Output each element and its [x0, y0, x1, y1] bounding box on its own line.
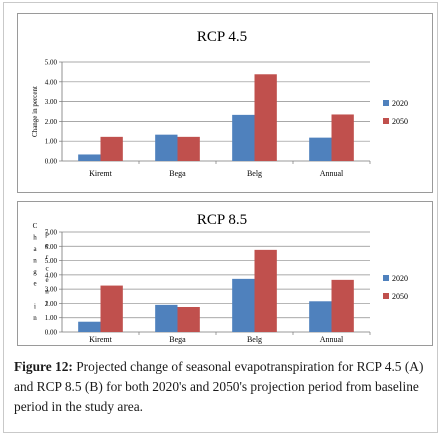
figure-caption: Figure 12: Projected change of seasonal …	[14, 357, 432, 417]
chart-title: RCP 4.5	[197, 29, 247, 45]
legend-label-2050: 2050	[392, 117, 408, 126]
chart-panel-rcp85: RCP 8.5 0.00 1.00 2.00 3.00 4.00 5.00 6.00 7.00 K…	[17, 201, 433, 346]
y-axis-label-letter: a	[33, 245, 37, 253]
y-tick-label: 4.00	[45, 78, 58, 86]
x-tick-label: Belg	[247, 169, 262, 178]
y-axis-label-letter: t	[46, 299, 48, 307]
y-tick-label: 3.00	[45, 98, 58, 106]
y-axis-label-letter: p	[45, 230, 49, 238]
bar-2020-belg	[232, 278, 255, 332]
chart-panel-rcp45: RCP 4.5 0.00 1.00 2.00 3.00 4.00 5.00 Kiremt Beg…	[17, 13, 433, 193]
y-axis-label-letter: g	[33, 268, 37, 276]
y-axis-label-letter: C	[33, 222, 38, 230]
legend-swatch-2050	[383, 118, 389, 124]
y-tick-label: 4.00	[45, 271, 58, 279]
y-tick-label: 5.00	[45, 59, 58, 67]
chart-rcp45: RCP 4.5 0.00 1.00 2.00 3.00 4.00 5.00 Kiremt Beg…	[31, 29, 408, 178]
y-tick-label: 0.00	[45, 158, 58, 166]
y-tick-label: 0.00	[45, 329, 58, 337]
bar-2050-bega	[177, 136, 200, 161]
bar-2050-belg	[254, 249, 277, 332]
y-tick-label: 1.00	[45, 314, 58, 322]
legend-label-2020: 2020	[392, 99, 408, 108]
y-axis-label-letter: h	[33, 234, 37, 242]
bar-2050-annual	[331, 279, 354, 332]
legend-label-2020: 2020	[392, 274, 408, 283]
x-tick-label: Belg	[247, 335, 262, 344]
legend-label-2050: 2050	[392, 292, 408, 301]
y-axis-label-letter: e	[33, 280, 36, 288]
caption-label: Figure 12:	[14, 359, 73, 374]
y-axis-label-letter: n	[33, 314, 37, 322]
y-tick-label: 5.00	[45, 257, 58, 265]
y-axis-label-letter: e	[45, 242, 48, 250]
chart-title: RCP 8.5	[197, 212, 247, 228]
bar-2050-kiremt	[100, 136, 123, 161]
y-axis-label-letter: n	[33, 257, 37, 265]
chart-rcp85: RCP 8.5 0.00 1.00 2.00 3.00 4.00 5.00 6.00 7.00 K…	[33, 212, 408, 344]
legend-swatch-2020	[383, 275, 389, 281]
y-axis-label-letter: n	[45, 288, 49, 296]
y-tick-label: 2.00	[45, 300, 58, 308]
legend-swatch-2020	[383, 100, 389, 106]
bar-2020-kiremt	[78, 321, 101, 332]
y-tick-label: 2.00	[45, 118, 58, 126]
y-tick-label: 7.00	[45, 229, 58, 237]
x-tick-label: Annual	[320, 335, 344, 344]
bar-2050-bega	[177, 307, 200, 332]
bar-2020-bega	[155, 134, 178, 161]
y-axis-label-letter: e	[45, 276, 48, 284]
y-axis-label-letter: c	[45, 265, 48, 273]
x-tick-label: Kiremt	[89, 335, 112, 344]
bar-2050-kiremt	[100, 285, 123, 332]
y-tick-label: 6.00	[45, 243, 58, 251]
figure-frame: RCP 4.5 0.00 1.00 2.00 3.00 4.00 5.00 Kiremt Beg…	[3, 2, 438, 433]
legend-swatch-2050	[383, 293, 389, 299]
bar-2020-bega	[155, 304, 178, 332]
caption-text: Projected change of seasonal evapotransp…	[14, 359, 424, 414]
y-axis-label-letter: r	[46, 253, 49, 261]
y-axis-label-letter: i	[34, 303, 36, 311]
x-tick-label: Kiremt	[89, 169, 112, 178]
y-tick-label: 1.00	[45, 138, 58, 146]
x-tick-label: Annual	[320, 169, 344, 178]
x-tick-label: Bega	[169, 169, 186, 178]
y-axis-label: Change in percent	[31, 86, 39, 137]
bar-2050-annual	[331, 114, 354, 161]
y-tick-label: 3.00	[45, 286, 58, 294]
x-tick-label: Bega	[169, 335, 186, 344]
bar-2020-kiremt	[78, 154, 101, 161]
bar-2020-annual	[309, 301, 332, 332]
bar-2050-belg	[254, 74, 277, 161]
bar-2020-annual	[309, 137, 332, 161]
bar-2020-belg	[232, 114, 255, 161]
